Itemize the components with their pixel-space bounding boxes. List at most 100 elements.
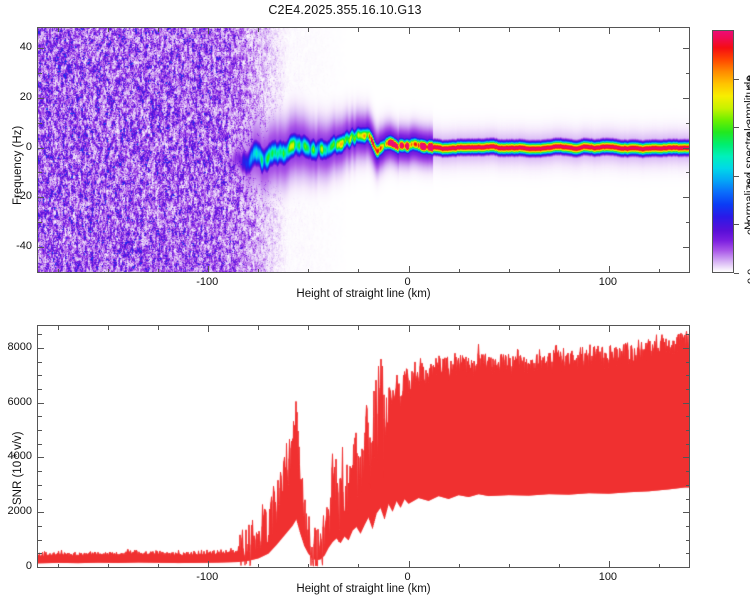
colorbar-tick bbox=[734, 273, 739, 274]
x-tick-major bbox=[408, 28, 410, 34]
x-tick-minor bbox=[658, 28, 660, 32]
x-tick-minor bbox=[58, 563, 60, 567]
x-tick-major bbox=[608, 561, 610, 567]
y-tick-minor bbox=[38, 388, 42, 390]
x-tick-major bbox=[608, 28, 610, 34]
x-tick-minor bbox=[558, 28, 560, 32]
y-tick-minor bbox=[685, 484, 689, 486]
y-tick-major bbox=[38, 512, 44, 514]
x-tick-minor bbox=[108, 268, 110, 272]
x-tick-minor bbox=[158, 326, 160, 330]
spectrogram-xlabel: Height of straight line (km) bbox=[296, 288, 431, 300]
y-tick-major bbox=[38, 147, 44, 149]
y-tick-minor bbox=[38, 222, 42, 224]
y-tick-minor bbox=[685, 498, 689, 500]
y-tick-label: -40 bbox=[16, 240, 32, 253]
x-tick-minor bbox=[508, 563, 510, 567]
x-tick-minor bbox=[58, 268, 60, 272]
x-tick-minor bbox=[158, 268, 160, 272]
y-tick-minor bbox=[685, 553, 689, 555]
y-tick-minor bbox=[38, 525, 42, 527]
x-tick-minor bbox=[308, 326, 310, 330]
y-tick-minor bbox=[685, 430, 689, 432]
x-tick-label: 100 bbox=[598, 276, 618, 288]
y-tick-major bbox=[38, 97, 44, 99]
y-tick-minor bbox=[685, 72, 689, 74]
y-tick-minor bbox=[38, 471, 42, 473]
y-tick-major bbox=[38, 197, 44, 199]
x-tick-label: -100 bbox=[196, 571, 219, 583]
x-tick-minor bbox=[258, 28, 260, 32]
y-tick-major bbox=[38, 567, 44, 568]
x-tick-minor bbox=[358, 28, 360, 32]
x-tick-minor bbox=[458, 326, 460, 330]
y-tick-minor bbox=[685, 443, 689, 445]
y-tick-minor bbox=[685, 172, 689, 174]
y-tick-minor bbox=[38, 484, 42, 486]
x-tick-minor bbox=[308, 563, 310, 567]
y-tick-major bbox=[683, 97, 689, 99]
x-tick-minor bbox=[108, 28, 110, 32]
y-tick-major bbox=[38, 47, 44, 49]
x-tick-minor bbox=[58, 28, 60, 32]
figure-title: C2E4.2025.355.16.10.G13 bbox=[268, 3, 422, 17]
x-tick-major bbox=[408, 561, 410, 567]
y-tick-major bbox=[683, 197, 689, 199]
colorbar-tick-label: 0.0 bbox=[746, 268, 750, 284]
x-tick-major bbox=[208, 266, 210, 272]
y-tick-minor bbox=[685, 334, 689, 336]
spectrogram-canvas bbox=[38, 28, 689, 272]
x-tick-major bbox=[608, 266, 610, 272]
y-tick-minor bbox=[685, 361, 689, 363]
y-tick-minor bbox=[685, 388, 689, 390]
y-tick-minor bbox=[38, 443, 42, 445]
x-tick-minor bbox=[158, 28, 160, 32]
x-tick-label: 100 bbox=[598, 571, 618, 583]
y-tick-minor bbox=[38, 122, 42, 124]
x-tick-minor bbox=[308, 28, 310, 32]
y-tick-minor bbox=[38, 539, 42, 541]
y-tick-minor bbox=[685, 222, 689, 224]
y-tick-minor bbox=[38, 334, 42, 336]
x-tick-minor bbox=[558, 326, 560, 330]
x-tick-minor bbox=[158, 563, 160, 567]
y-tick-major bbox=[38, 347, 44, 349]
y-tick-major bbox=[38, 457, 44, 459]
x-tick-minor bbox=[558, 563, 560, 567]
snr-canvas bbox=[38, 326, 689, 567]
colorbar-tick bbox=[734, 78, 739, 80]
x-tick-minor bbox=[458, 563, 460, 567]
y-tick-minor bbox=[685, 471, 689, 473]
y-tick-major bbox=[683, 347, 689, 349]
snr-axes bbox=[37, 325, 690, 568]
x-tick-minor bbox=[508, 326, 510, 330]
y-tick-major bbox=[683, 567, 689, 568]
x-tick-minor bbox=[308, 268, 310, 272]
y-tick-minor bbox=[38, 553, 42, 555]
x-tick-minor bbox=[358, 326, 360, 330]
x-tick-minor bbox=[658, 326, 660, 330]
x-tick-minor bbox=[258, 326, 260, 330]
x-tick-minor bbox=[658, 268, 660, 272]
x-tick-major bbox=[208, 326, 210, 332]
x-tick-minor bbox=[108, 563, 110, 567]
y-tick-minor bbox=[686, 272, 690, 273]
colorbar-tick bbox=[734, 224, 739, 226]
y-tick-minor bbox=[38, 72, 42, 74]
x-tick-minor bbox=[358, 563, 360, 567]
y-tick-label: 0 bbox=[25, 140, 32, 153]
y-tick-label: -20 bbox=[16, 190, 32, 203]
y-tick-major bbox=[683, 47, 689, 49]
y-tick-minor bbox=[685, 525, 689, 527]
colorbar-label: Normalized spectral amplitude bbox=[744, 75, 750, 230]
x-tick-minor bbox=[658, 563, 660, 567]
y-tick-label: 20 bbox=[19, 90, 32, 103]
snr-xlabel: Height of straight line (km) bbox=[296, 583, 431, 595]
x-tick-major bbox=[208, 561, 210, 567]
x-tick-major bbox=[408, 326, 410, 332]
x-tick-major bbox=[208, 28, 210, 34]
y-tick-minor bbox=[38, 375, 42, 377]
x-tick-minor bbox=[258, 268, 260, 272]
x-tick-minor bbox=[358, 268, 360, 272]
